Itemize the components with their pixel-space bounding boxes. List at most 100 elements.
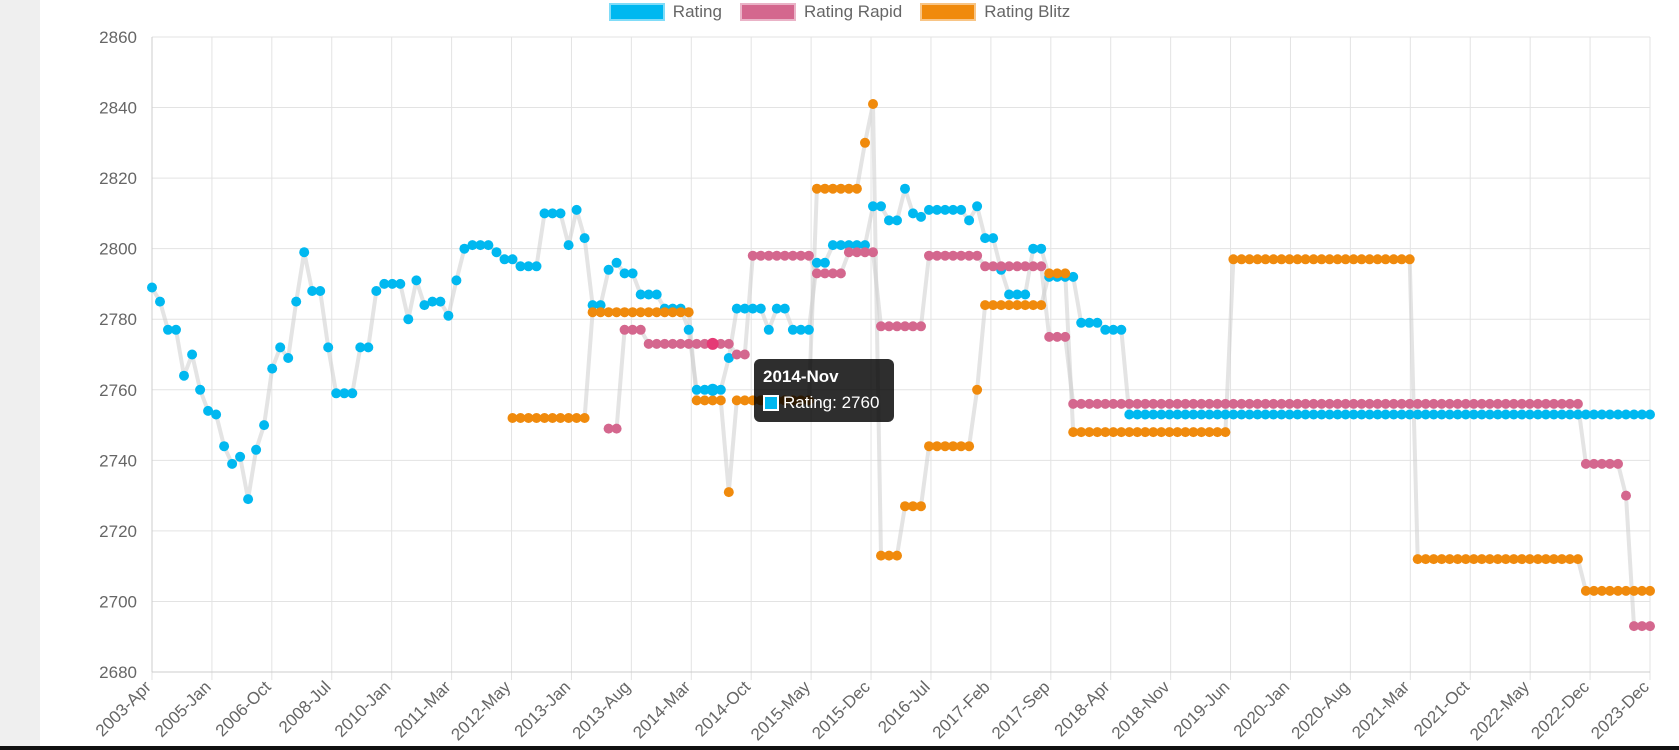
data-point <box>1036 243 1047 254</box>
data-point <box>900 183 910 194</box>
data-point <box>1388 254 1399 265</box>
data-point <box>1613 585 1623 596</box>
data-point <box>291 296 302 307</box>
data-point <box>1580 409 1591 420</box>
data-point <box>1420 554 1431 565</box>
data-point <box>1172 409 1183 420</box>
data-point <box>868 99 878 109</box>
data-point <box>499 254 510 265</box>
data-point <box>803 324 814 335</box>
data-point <box>267 363 278 374</box>
data-point <box>956 250 967 261</box>
data-point <box>1148 409 1159 420</box>
data-point <box>315 286 326 296</box>
data-point <box>1076 398 1087 409</box>
x-tick-label: 2019-Jun <box>1170 677 1234 741</box>
y-tick-label: 2800 <box>99 240 137 259</box>
data-point <box>251 444 262 455</box>
data-point <box>1308 254 1319 265</box>
data-point <box>1621 490 1631 501</box>
data-point <box>884 215 894 226</box>
data-point <box>771 250 782 261</box>
data-point <box>1084 317 1095 328</box>
x-tick-label: 2021-Oct <box>1410 677 1473 740</box>
data-point <box>1621 585 1631 596</box>
data-point <box>1060 268 1071 279</box>
data-point <box>924 204 934 215</box>
data-point <box>988 261 999 272</box>
data-point <box>259 420 270 431</box>
data-point <box>1412 409 1423 420</box>
data-point <box>779 303 790 314</box>
legend-item-rating-blitz[interactable]: Rating Blitz <box>920 2 1070 22</box>
data-point <box>835 240 846 251</box>
data-point <box>1436 398 1447 409</box>
data-point <box>1452 398 1463 409</box>
x-tick-label: 2010-Jan <box>331 677 395 741</box>
data-point <box>1364 398 1375 409</box>
data-point <box>331 388 342 399</box>
legend-item-rating[interactable]: Rating <box>608 2 722 22</box>
data-point <box>1252 409 1263 420</box>
data-point <box>1588 585 1599 596</box>
data-point <box>611 423 622 434</box>
data-point <box>563 240 574 251</box>
data-point <box>1204 398 1215 409</box>
data-point <box>916 501 926 512</box>
data-point <box>635 324 646 335</box>
data-point <box>731 303 742 314</box>
tooltip-body: Rating: 2760 <box>763 393 879 413</box>
data-point <box>860 240 870 251</box>
x-tick-label: 2011-Mar <box>390 677 454 741</box>
data-point <box>1516 409 1527 420</box>
data-point <box>1292 398 1303 409</box>
data-point <box>1572 398 1583 409</box>
data-point <box>1460 554 1471 565</box>
data-point <box>1164 427 1175 438</box>
data-point <box>940 441 951 452</box>
data-point <box>1316 398 1327 409</box>
data-point <box>171 324 181 335</box>
data-point <box>1580 458 1591 469</box>
data-point <box>1340 409 1351 420</box>
data-point <box>819 257 830 268</box>
data-point <box>459 243 470 254</box>
data-point <box>1300 398 1311 409</box>
data-point <box>1116 324 1127 335</box>
x-tick-label: 2020-Jan <box>1230 677 1294 741</box>
data-point <box>980 233 991 244</box>
data-point <box>1220 427 1231 438</box>
data-point <box>763 324 774 335</box>
data-point <box>1044 268 1055 279</box>
data-point <box>795 250 806 261</box>
data-point <box>619 268 630 279</box>
data-point <box>635 289 646 300</box>
data-point <box>1036 300 1047 311</box>
data-point <box>635 307 646 318</box>
data-point <box>1492 409 1503 420</box>
data-point <box>1468 554 1479 565</box>
data-point <box>307 286 318 296</box>
data-point <box>643 289 654 300</box>
data-point <box>507 413 518 423</box>
data-point <box>555 208 566 219</box>
data-point <box>643 307 654 318</box>
data-point <box>868 201 878 212</box>
x-tick-label: 2017-Feb <box>929 677 994 742</box>
data-point <box>699 384 710 395</box>
data-point <box>723 353 734 363</box>
data-point <box>1252 398 1263 409</box>
data-point <box>1556 409 1567 420</box>
x-tick-label: 2016-Jul <box>874 677 934 737</box>
data-point <box>1092 398 1103 409</box>
data-point <box>211 409 222 420</box>
x-tick-label: 2022-Dec <box>1527 677 1593 743</box>
data-point <box>1028 300 1039 311</box>
data-point <box>651 338 662 349</box>
data-point <box>555 413 566 423</box>
data-point <box>916 211 926 222</box>
data-point <box>219 441 230 452</box>
data-point <box>507 254 518 265</box>
legend-item-rating-rapid[interactable]: Rating Rapid <box>739 2 902 22</box>
